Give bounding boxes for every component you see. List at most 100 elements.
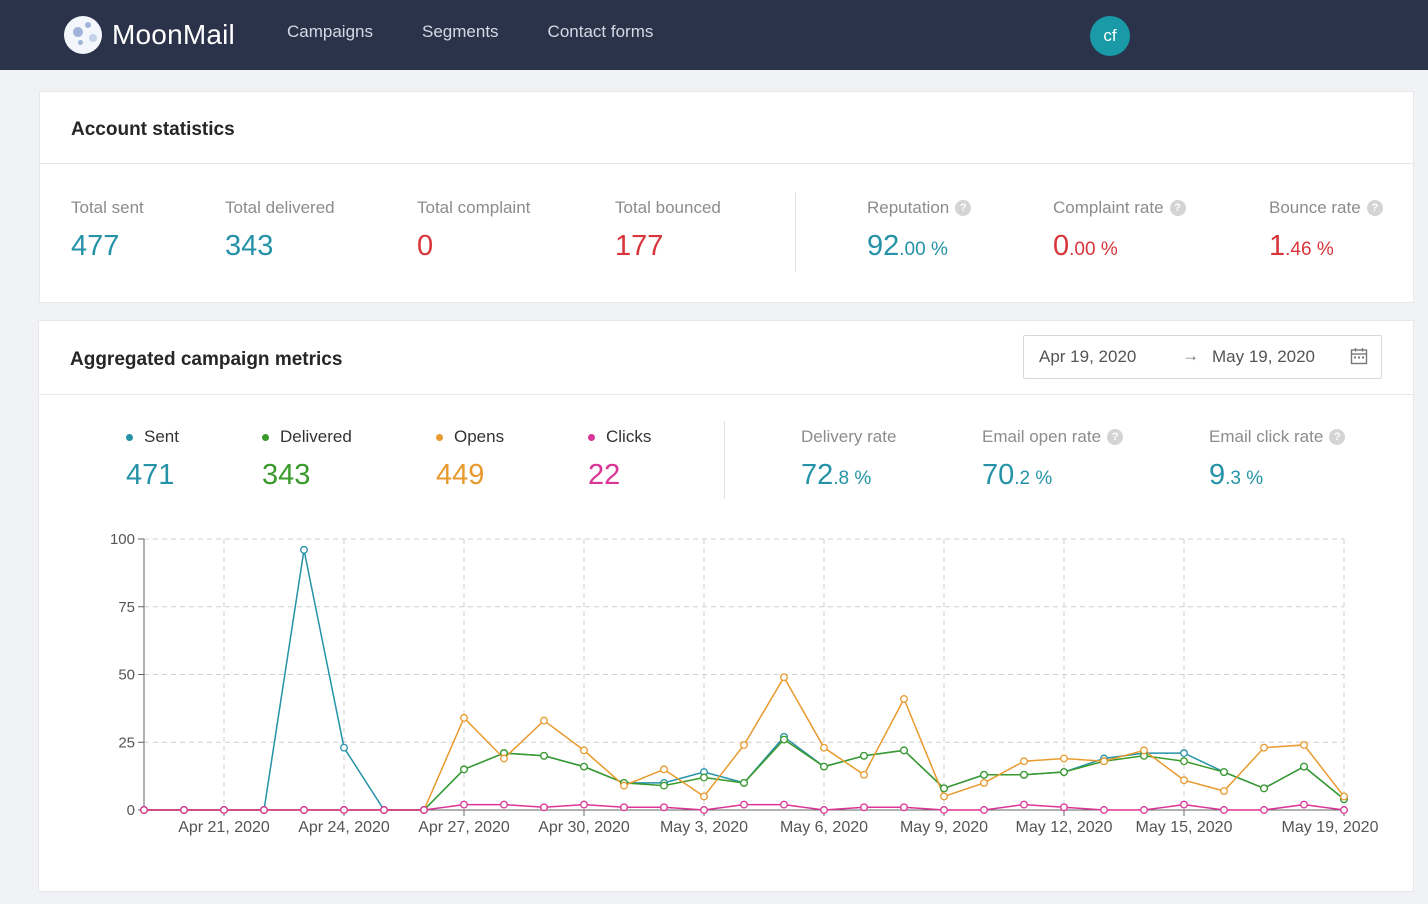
help-icon[interactable]: ? — [1366, 200, 1383, 216]
data-point-opens — [1100, 757, 1108, 766]
data-point-clicks — [180, 806, 188, 814]
data-point-clicks — [500, 800, 508, 809]
help-icon[interactable]: ? — [1107, 429, 1124, 445]
help-icon[interactable]: ? — [1329, 429, 1346, 445]
series-line-sent — [144, 549, 1345, 811]
opens-legend-dot-icon — [436, 433, 443, 441]
stat-label: Complaint rate — [1053, 198, 1164, 217]
date-to[interactable]: May 19, 2020 — [1212, 347, 1316, 366]
data-point-clicks — [220, 806, 228, 814]
metrics-divider — [724, 421, 725, 499]
delivered-legend-dot-icon — [262, 433, 269, 441]
date-range-picker[interactable]: Apr 19, 2020 → May 19, 2020 — [1023, 335, 1382, 379]
data-point-opens — [540, 716, 548, 725]
data-point-delivered — [1260, 784, 1268, 793]
metric-label: Email open rate — [982, 427, 1102, 446]
stat-label: Reputation — [867, 198, 950, 217]
data-point-opens — [980, 778, 988, 787]
data-point-clicks — [340, 806, 348, 814]
card-header: Account statistics — [40, 92, 1413, 164]
stats-divider — [795, 192, 796, 272]
data-point-clicks — [660, 803, 668, 812]
data-point-sent — [300, 545, 308, 554]
series-line-delivered — [144, 738, 1345, 811]
calendar-icon[interactable] — [1350, 347, 1368, 365]
y-tick-label: 50 — [118, 667, 135, 684]
stat-label: Total bounced — [615, 198, 721, 217]
data-point-opens — [460, 713, 468, 722]
data-point-clicks — [460, 800, 468, 809]
data-point-opens — [820, 743, 828, 752]
data-point-clicks — [820, 806, 828, 814]
data-point-opens — [1220, 787, 1228, 795]
stat-total-complaint: Total complaint 0 — [417, 198, 530, 263]
stat-value-int: 1 — [1269, 230, 1286, 262]
data-point-clicks — [1060, 803, 1068, 812]
data-point-delivered — [1180, 757, 1188, 766]
data-point-opens — [1300, 741, 1308, 749]
data-point-clicks — [540, 803, 548, 812]
y-tick-label: 100 — [110, 531, 135, 548]
account-statistics-title: Account statistics — [71, 119, 235, 140]
card-header: Aggregated campaign metrics Apr 19, 2020… — [39, 321, 1413, 395]
data-point-delivered — [900, 746, 908, 755]
x-tick-label: May 9, 2020 — [900, 819, 988, 836]
metric-delivery-rate: Delivery rate 72.8 % — [801, 427, 896, 492]
data-point-opens — [500, 754, 508, 763]
data-point-delivered — [540, 751, 548, 760]
x-tick-label: Apr 27, 2020 — [418, 819, 510, 836]
y-tick-label: 25 — [118, 734, 135, 751]
data-point-delivered — [460, 765, 468, 774]
data-point-opens — [860, 770, 868, 779]
nav-contact-forms[interactable]: Contact forms — [547, 22, 654, 41]
date-from[interactable]: Apr 19, 2020 — [1039, 347, 1137, 366]
data-point-clicks — [140, 806, 148, 814]
data-point-clicks — [700, 806, 708, 814]
data-point-opens — [900, 694, 908, 703]
data-point-clicks — [740, 800, 748, 809]
y-tick-label: 75 — [118, 599, 135, 616]
data-point-delivered — [1020, 770, 1028, 779]
top-navigation-bar: MoonMail Campaigns Segments Contact form… — [0, 0, 1428, 70]
brand-logo[interactable]: MoonMail — [64, 16, 235, 54]
x-tick-label: May 6, 2020 — [780, 819, 868, 836]
data-point-delivered — [580, 762, 588, 771]
x-tick-label: May 19, 2020 — [1282, 819, 1379, 836]
data-point-opens — [740, 741, 748, 749]
nav-campaigns[interactable]: Campaigns — [287, 22, 373, 41]
stat-value-int: 92 — [867, 230, 900, 262]
data-point-opens — [1180, 776, 1188, 785]
stat-label: Total delivered — [225, 198, 335, 217]
metric-value-int: 72 — [801, 459, 834, 491]
data-point-clicks — [1100, 806, 1108, 814]
stat-total-bounced: Total bounced 177 — [615, 198, 721, 263]
help-icon[interactable]: ? — [1169, 200, 1186, 216]
data-point-clicks — [1260, 806, 1268, 814]
data-point-opens — [1340, 792, 1348, 801]
metric-label: Delivered — [280, 427, 352, 446]
metric-value-frac: .8 % — [833, 468, 872, 489]
data-point-delivered — [1300, 762, 1308, 771]
metric-sent: Sent 471 — [126, 427, 179, 492]
stat-value-frac: .46 % — [1285, 239, 1334, 260]
nav-segments[interactable]: Segments — [422, 22, 499, 41]
data-point-clicks — [580, 800, 588, 809]
x-tick-label: Apr 24, 2020 — [298, 819, 390, 836]
moon-logo-icon — [64, 16, 102, 54]
metric-value-int: 9 — [1209, 459, 1226, 491]
sent-legend-dot-icon — [126, 433, 133, 441]
y-tick-label: 0 — [127, 802, 135, 819]
data-point-clicks — [420, 806, 428, 814]
stat-value: 0 — [417, 230, 434, 262]
data-point-delivered — [820, 762, 828, 771]
stat-total-delivered: Total delivered 343 — [225, 198, 335, 263]
data-point-opens — [660, 765, 668, 774]
user-avatar[interactable]: cf — [1090, 16, 1130, 56]
account-statistics-card: Account statistics Total sent 477 Total … — [39, 91, 1414, 303]
stat-value: 343 — [225, 230, 274, 262]
help-icon[interactable]: ? — [955, 200, 972, 216]
metric-label: Opens — [454, 427, 505, 446]
data-point-clicks — [940, 806, 948, 814]
stat-label: Bounce rate — [1269, 198, 1361, 217]
metric-value: 449 — [436, 459, 485, 491]
